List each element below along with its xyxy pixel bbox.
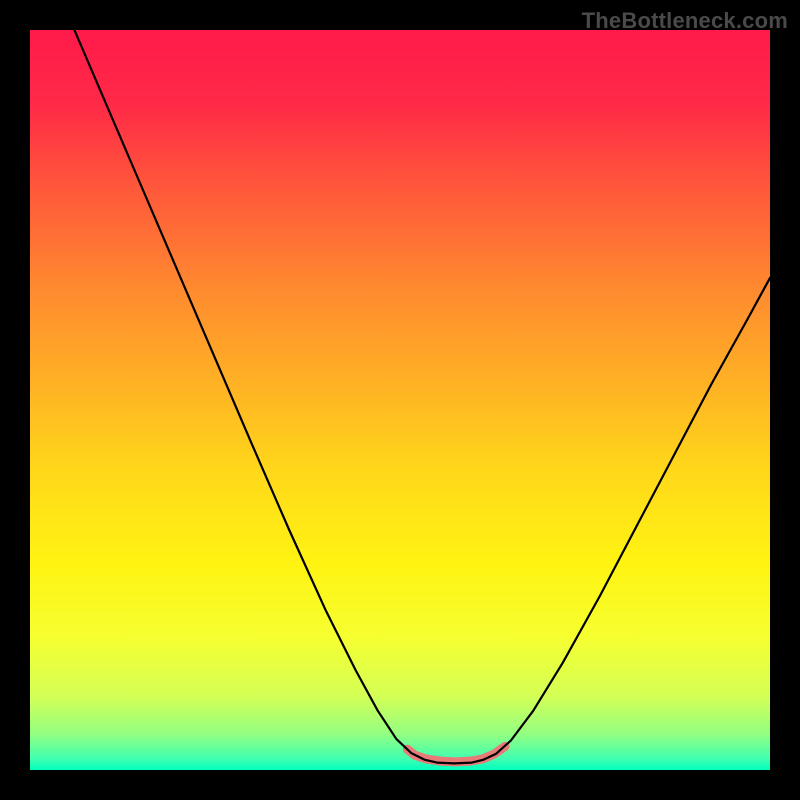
curve-layer: [30, 30, 770, 770]
watermark-text: TheBottleneck.com: [582, 8, 788, 34]
chart-frame: TheBottleneck.com: [0, 0, 800, 800]
bottleneck-curve: [74, 30, 770, 763]
plot-area: [30, 30, 770, 770]
